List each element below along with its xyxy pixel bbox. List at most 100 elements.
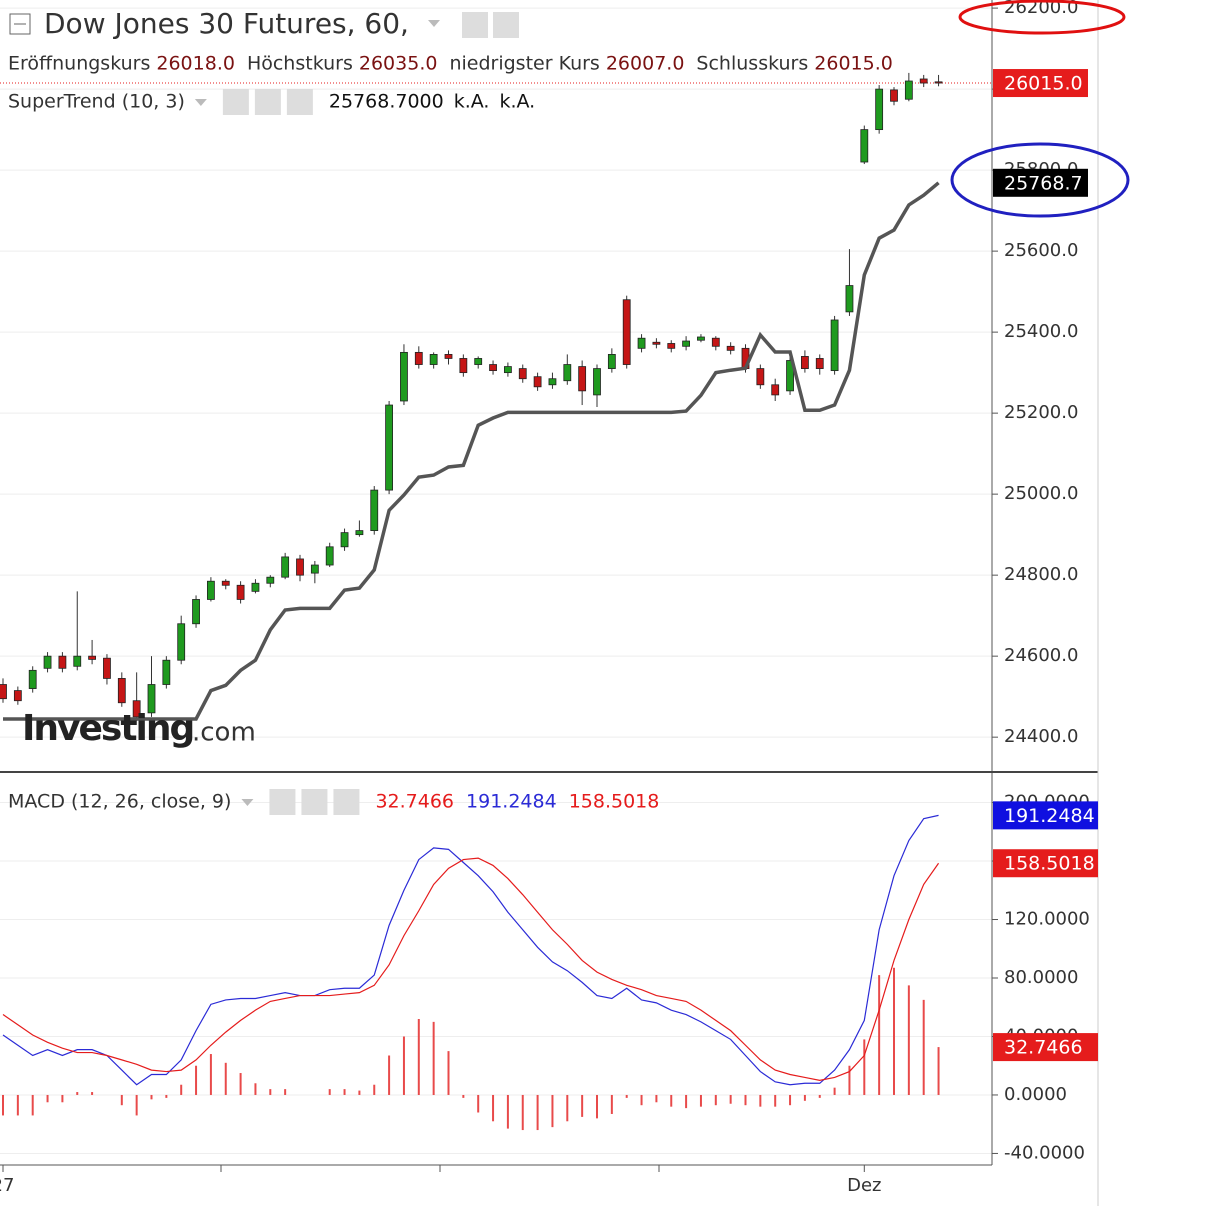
y-tick-label: 80.0000 <box>1004 967 1078 988</box>
candle-body <box>518 368 527 380</box>
candle-body <box>726 345 735 351</box>
value-badge <box>993 1033 1098 1062</box>
candle-body <box>622 299 631 365</box>
legend-value: 26035.0 <box>359 53 438 75</box>
macd-line <box>2 857 940 1081</box>
value-badge-label: 158.5018 <box>1004 853 1095 875</box>
y-tick-label: -40.0000 <box>1004 1142 1085 1163</box>
candle-body <box>325 546 334 566</box>
candle-body <box>103 657 111 679</box>
candle-body <box>533 376 542 388</box>
indicator-value: k.A. <box>454 91 490 113</box>
watermark: .com <box>192 718 256 748</box>
price-badge-label: 26015.0 <box>1004 73 1083 95</box>
y-tick-label: 26200.0 <box>1004 0 1078 18</box>
settings-icon[interactable] <box>254 89 281 115</box>
eye-icon[interactable] <box>222 89 249 115</box>
candle-body <box>904 80 913 100</box>
indicator-name: MACD (12, 26, close, 9) <box>8 791 231 813</box>
chart-title: Dow Jones 30 Futures, 60, <box>44 7 409 40</box>
candle-body <box>934 81 943 84</box>
candle-body <box>177 623 186 661</box>
candle-body <box>830 319 839 372</box>
candle-body <box>236 584 245 600</box>
candle-body <box>192 599 200 625</box>
candle-body <box>73 655 82 667</box>
candle-body <box>162 659 171 685</box>
candle-body <box>637 337 646 349</box>
y-tick-label: 0.0000 <box>1004 1084 1067 1105</box>
candle-body <box>444 354 453 359</box>
eye-icon[interactable] <box>462 12 488 38</box>
candle-body <box>860 129 869 163</box>
candle-body <box>88 655 96 660</box>
remove-icon[interactable] <box>333 789 360 815</box>
candle-body <box>117 678 126 704</box>
indicator-value: 191.2484 <box>466 791 557 813</box>
x-tick-label: 27 <box>0 1175 14 1196</box>
candle-body <box>370 489 379 531</box>
candle-body <box>310 564 319 574</box>
candle-body <box>919 78 928 84</box>
overlay-layer: 26015.0 25768.7 Eröffnungskurs 26018.0 Höchs… <box>8 53 1098 1062</box>
candle-body <box>296 558 304 576</box>
candle-body <box>385 404 394 491</box>
candle-body <box>815 358 824 369</box>
candle-body <box>890 89 898 102</box>
candle-body <box>266 576 275 584</box>
legend-name: Schlusskurs <box>696 53 808 75</box>
candle-body <box>459 358 468 374</box>
candle-body <box>414 351 423 365</box>
candle-body <box>251 582 260 592</box>
legend-name: niedrigster Kurs <box>449 53 599 75</box>
candle-body <box>667 343 676 349</box>
value-badge <box>993 849 1098 878</box>
annotation-ellipse <box>950 142 1130 218</box>
candle-body <box>756 368 765 386</box>
settings-icon[interactable] <box>301 789 328 815</box>
price-badge <box>993 69 1088 98</box>
dropdown-arrow[interactable] <box>194 99 207 106</box>
indicator-value: 158.5018 <box>569 791 660 813</box>
candle-body <box>132 700 141 718</box>
collapse-icon[interactable] <box>9 13 31 35</box>
y-tick-label: 24800.0 <box>1004 564 1078 585</box>
y-tick-label: 25200.0 <box>1004 402 1078 423</box>
price-badge <box>993 168 1088 197</box>
value-badge-label: 191.2484 <box>1004 805 1095 827</box>
candle-body <box>147 684 156 714</box>
candle-body <box>474 358 483 365</box>
y-tick-label: 25000.0 <box>1004 483 1078 504</box>
y-tick-label: 25600.0 <box>1004 240 1078 261</box>
marks <box>0 72 943 1131</box>
y-tick-label: 25400.0 <box>1004 321 1078 342</box>
candle-body <box>429 354 438 365</box>
candle-body <box>0 684 7 700</box>
dropdown-arrow[interactable] <box>241 799 254 806</box>
legend-name: Höchstkurs <box>247 53 353 75</box>
candle-body <box>340 532 349 548</box>
candle-body <box>711 337 720 347</box>
candle-body <box>281 556 290 578</box>
dropdown-arrow[interactable] <box>428 20 440 27</box>
eye-icon[interactable] <box>269 789 296 815</box>
value-badge <box>993 801 1098 830</box>
indicator-value: 25768.7000 <box>329 91 444 113</box>
legend-value: 26018.0 <box>156 53 235 75</box>
candle-body <box>206 580 215 600</box>
candle-body <box>43 655 52 669</box>
x-tick-label: Dez <box>847 1175 881 1196</box>
legend-value: 26015.0 <box>814 53 893 75</box>
remove-icon[interactable] <box>286 89 313 115</box>
candle-body <box>652 341 661 345</box>
price-badge-label: 25768.7 <box>1004 172 1083 194</box>
candle-body <box>801 356 809 369</box>
grid: 24400.0 24600.0 24800.0 25000.0 25200.0 25400… <box>0 0 1090 1196</box>
candle-body <box>13 690 22 702</box>
indicator-value: k.A. <box>499 91 535 113</box>
candle-body <box>771 384 780 396</box>
candle-body <box>503 366 512 374</box>
candle-body <box>593 368 601 396</box>
settings-icon[interactable] <box>493 12 519 38</box>
